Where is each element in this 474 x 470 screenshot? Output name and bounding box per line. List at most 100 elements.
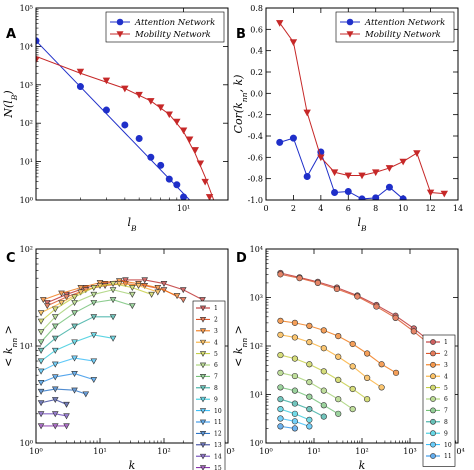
data-point (277, 317, 284, 324)
axis-label-part: ) (2, 90, 15, 95)
data-point (349, 363, 356, 370)
series-4 (277, 331, 385, 391)
data-point (364, 350, 371, 357)
legend-label: 4 (444, 373, 448, 380)
data-point (335, 396, 342, 403)
legend-marker (199, 419, 207, 426)
series-mobility-network (276, 20, 448, 198)
data-point (37, 318, 45, 325)
data-point (37, 358, 45, 365)
data-point (306, 423, 313, 430)
legend-marker (430, 350, 436, 357)
series-8 (277, 396, 327, 420)
x-axis-label: lB (127, 216, 137, 233)
legend-marker (199, 465, 207, 470)
data-point (147, 98, 155, 105)
legend-label: 11 (444, 453, 452, 460)
series-10 (37, 355, 98, 375)
y-tick-label: -0.4 (248, 132, 263, 141)
data-point (51, 411, 59, 418)
y-tick-label: 0.6 (250, 25, 263, 34)
data-point (291, 319, 298, 326)
y-tick-label: 10³ (20, 81, 33, 90)
data-point (109, 287, 117, 294)
data-point (306, 322, 313, 329)
legend-label: 3 (444, 362, 448, 369)
legend-label: 9 (214, 396, 218, 403)
legend-marker (430, 361, 436, 368)
data-point (335, 376, 342, 384)
data-point (276, 138, 284, 146)
x-tick-label: 0 (263, 204, 268, 213)
data-point (37, 310, 45, 317)
data-point (71, 294, 78, 301)
legend: Attention Network Mobility Network (335, 11, 455, 43)
axis-label-part: < k (232, 347, 245, 367)
x-tick-label: 10² (355, 447, 368, 456)
legend-marker (346, 31, 354, 38)
data-point (179, 297, 187, 304)
data-point (71, 371, 78, 377)
legend-label: Attention Network (364, 18, 445, 28)
data-point (165, 175, 173, 183)
legend-label: 4 (214, 339, 218, 346)
series-7 (277, 384, 342, 417)
legend-label: Mobility Network (134, 30, 211, 40)
series-line (279, 137, 404, 200)
data-point (291, 355, 298, 362)
x-tick-label: 10³ (221, 447, 234, 456)
panel-letter: D (236, 251, 247, 266)
data-point (306, 416, 313, 423)
data-point (196, 160, 205, 168)
x-tick-label: 10² (157, 447, 170, 456)
data-point (71, 310, 78, 317)
data-point (426, 189, 435, 197)
data-point (291, 418, 298, 425)
legend-label: Mobility Network (364, 30, 441, 40)
plot-area (36, 37, 215, 200)
data-point (306, 405, 313, 413)
y-axis-label: Cor(knn, k) (232, 75, 249, 134)
x-tick-label: 2 (291, 204, 296, 213)
series-mobility-network (36, 55, 215, 200)
data-point (121, 85, 129, 93)
y-tick-label: -0.6 (248, 153, 263, 162)
data-point (344, 187, 352, 195)
y-tick-label: 10¹ (250, 391, 263, 400)
series-6 (277, 369, 356, 413)
data-point (51, 314, 59, 321)
data-point (276, 20, 284, 27)
data-point (277, 331, 284, 338)
data-point (51, 335, 59, 342)
data-point (90, 291, 98, 298)
x-tick-label: 10¹ (307, 447, 320, 456)
x-axis-label: k (359, 459, 366, 470)
data-point (364, 396, 371, 403)
axis-label-part: nn (10, 338, 19, 348)
series-line (40, 334, 114, 362)
data-point (179, 287, 187, 294)
series-8 (37, 314, 117, 354)
x-tick-label: 14 (453, 204, 463, 213)
y-tick-label: 0.2 (250, 68, 263, 77)
x-tick-label: 8 (373, 204, 378, 213)
data-point (349, 405, 356, 413)
axis-label-part: B (130, 224, 137, 233)
y-tick-label: -1.0 (248, 196, 263, 205)
x-axis-label: lB (357, 216, 367, 233)
data-point (37, 388, 45, 395)
legend-marker (199, 453, 207, 460)
data-point (37, 411, 45, 418)
y-axis-label: < knn > (2, 325, 19, 367)
data-point (392, 314, 399, 321)
series-14 (37, 411, 70, 420)
axis-label-part: k (359, 459, 366, 470)
panel-letter: C (6, 251, 16, 266)
series-5 (37, 281, 155, 325)
data-point (358, 172, 366, 180)
legend-label: 1 (444, 339, 448, 346)
